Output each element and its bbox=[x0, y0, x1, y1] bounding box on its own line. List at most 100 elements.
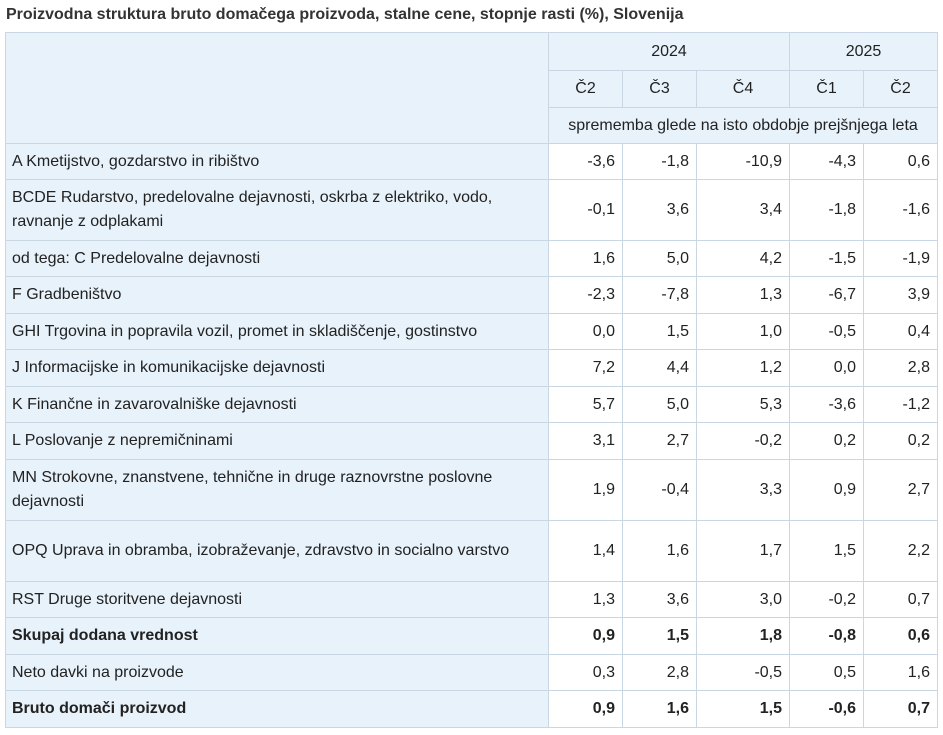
value-cell: 0,6 bbox=[863, 617, 939, 655]
value-cell: 0,7 bbox=[863, 690, 939, 728]
table-title: Proizvodna struktura bruto domačega proi… bbox=[6, 6, 684, 23]
value-cell: 1,6 bbox=[622, 690, 697, 728]
value-cell: 5,0 bbox=[622, 240, 697, 277]
value-cell: 1,8 bbox=[695, 617, 791, 655]
quarter-header: Č2 bbox=[863, 70, 939, 108]
value-cell: 1,2 bbox=[695, 349, 791, 387]
value-cell: 1,5 bbox=[622, 617, 697, 655]
value-cell: -0,4 bbox=[622, 459, 697, 521]
table-row: GHI Trgovina in popravila vozil, promet … bbox=[5, 313, 939, 350]
quarter-header-row: Č2 Č3 Č4 Č1 Č2 bbox=[6, 70, 939, 108]
table-row: od tega: C Predelovalne dejavnosti 1,6 5,0… bbox=[5, 240, 939, 277]
value-cell: 1,0 bbox=[695, 313, 791, 350]
value-cell: 2,7 bbox=[863, 459, 939, 521]
row-label: RST Druge storitvene dejavnosti bbox=[5, 581, 549, 618]
table-row: Bruto domači proizvod 0,9 1,6 1,5 -0,6 0,7 bbox=[5, 690, 939, 728]
value-cell: -2,3 bbox=[548, 276, 623, 314]
value-cell: 0,6 bbox=[863, 143, 939, 180]
year-header-2024: 2024 bbox=[547, 32, 791, 71]
value-cell: 3,6 bbox=[622, 179, 697, 241]
value-cell: 1,6 bbox=[622, 520, 697, 582]
row-label: L Poslovanje z nepremičninami bbox=[5, 422, 549, 460]
value-cell: 1,3 bbox=[695, 276, 791, 314]
row-label: A Kmetijstvo, gozdarstvo in ribištvo bbox=[5, 143, 549, 180]
value-cell: 0,0 bbox=[789, 349, 865, 387]
row-label: F Gradbeništvo bbox=[5, 276, 549, 314]
value-cell: 3,9 bbox=[863, 276, 939, 314]
value-cell: -3,6 bbox=[789, 386, 865, 423]
table-row: K Finančne in zavarovalniške dejavnosti 5… bbox=[5, 386, 939, 423]
value-cell: 5,0 bbox=[622, 386, 697, 423]
table-row: BCDE Rudarstvo, predelovalne dejavnosti,… bbox=[5, 179, 939, 241]
value-cell: 5,3 bbox=[695, 386, 791, 423]
table-row: MN Strokovne, znanstvene, tehnične in dr… bbox=[5, 459, 939, 521]
value-cell: 0,9 bbox=[548, 617, 623, 655]
table-row: F Gradbeništvo -2,3 -7,8 1,3 -6,7 3,9 bbox=[5, 276, 939, 314]
value-cell: 0,3 bbox=[548, 654, 623, 691]
value-cell: 1,4 bbox=[548, 520, 623, 582]
table-row: Neto davki na proizvode 0,3 2,8 -0,5 0,5 1,6 bbox=[5, 654, 939, 691]
table-body: A Kmetijstvo, gozdarstvo in ribištvo -3,6… bbox=[5, 143, 939, 728]
year-header-row: 2024 2025 bbox=[5, 32, 939, 144]
row-label: Neto davki na proizvode bbox=[5, 654, 549, 691]
value-cell: 0,9 bbox=[789, 459, 865, 521]
row-label: Skupaj dodana vrednost bbox=[5, 617, 549, 655]
value-cell: -0,1 bbox=[548, 179, 623, 241]
value-cell: 1,5 bbox=[622, 313, 697, 350]
value-cell: 3,1 bbox=[548, 422, 623, 460]
row-label: MN Strokovne, znanstvene, tehnične in dr… bbox=[5, 459, 549, 521]
row-label: K Finančne in zavarovalniške dejavnosti bbox=[5, 386, 549, 423]
value-cell: -7,8 bbox=[622, 276, 697, 314]
value-cell: -1,9 bbox=[863, 240, 939, 277]
value-cell: 0,7 bbox=[863, 581, 939, 618]
row-label: BCDE Rudarstvo, predelovalne dejavnosti,… bbox=[5, 179, 549, 241]
row-label: Bruto domači proizvod bbox=[5, 690, 549, 728]
value-cell: -1,6 bbox=[863, 179, 939, 241]
value-cell: 7,2 bbox=[548, 349, 623, 387]
value-cell: -1,2 bbox=[863, 386, 939, 423]
value-cell: 1,6 bbox=[863, 654, 939, 691]
value-cell: 4,4 bbox=[622, 349, 697, 387]
value-cell: -0,2 bbox=[695, 422, 791, 460]
value-cell: 1,9 bbox=[548, 459, 623, 521]
value-cell: 2,8 bbox=[863, 349, 939, 387]
value-cell: -1,5 bbox=[789, 240, 865, 277]
value-cell: 1,6 bbox=[548, 240, 623, 277]
value-cell: -0,5 bbox=[695, 654, 791, 691]
corner-cell bbox=[5, 32, 549, 144]
value-cell: 1,3 bbox=[548, 581, 623, 618]
value-cell: -0,5 bbox=[789, 313, 865, 350]
value-cell: 3,6 bbox=[622, 581, 697, 618]
value-cell: -0,6 bbox=[789, 690, 865, 728]
value-cell: 1,5 bbox=[695, 690, 791, 728]
value-cell: 3,0 bbox=[695, 581, 791, 618]
quarter-header: Č1 bbox=[789, 70, 865, 108]
value-cell: -1,8 bbox=[789, 179, 865, 241]
table-row: J Informacijske in komunikacijske dejavn… bbox=[5, 349, 939, 387]
row-label: GHI Trgovina in popravila vozil, promet … bbox=[5, 313, 549, 350]
value-cell: 1,7 bbox=[695, 520, 791, 582]
value-cell: 2,2 bbox=[863, 520, 939, 582]
year-header-2025: 2025 bbox=[789, 32, 939, 71]
value-cell: -1,8 bbox=[622, 143, 697, 180]
value-cell: 0,9 bbox=[548, 690, 623, 728]
value-cell: -10,9 bbox=[695, 143, 791, 180]
value-cell: -0,8 bbox=[789, 617, 865, 655]
value-cell: 0,5 bbox=[789, 654, 865, 691]
table-row: RST Druge storitvene dejavnosti 1,3 3,6 3,0… bbox=[5, 581, 939, 618]
value-cell: 3,3 bbox=[695, 459, 791, 521]
value-cell: 2,8 bbox=[622, 654, 697, 691]
quarter-header: Č4 bbox=[695, 70, 791, 108]
unit-header-row: sprememba glede na isto obdobje prejšnje… bbox=[6, 107, 939, 144]
value-cell: 0,2 bbox=[789, 422, 865, 460]
row-label: J Informacijske in komunikacijske dejavn… bbox=[5, 349, 549, 387]
value-cell: 5,7 bbox=[548, 386, 623, 423]
value-cell: 2,7 bbox=[622, 422, 697, 460]
value-cell: 0,4 bbox=[863, 313, 939, 350]
unit-note: sprememba glede na isto obdobje prejšnje… bbox=[547, 107, 939, 144]
table-row: OPQ Uprava in obramba, izobraževanje, zd… bbox=[5, 520, 939, 582]
value-cell: -4,3 bbox=[789, 143, 865, 180]
row-label: OPQ Uprava in obramba, izobraževanje, zd… bbox=[5, 520, 549, 582]
quarter-header: Č3 bbox=[622, 70, 697, 108]
value-cell: 0,0 bbox=[548, 313, 623, 350]
